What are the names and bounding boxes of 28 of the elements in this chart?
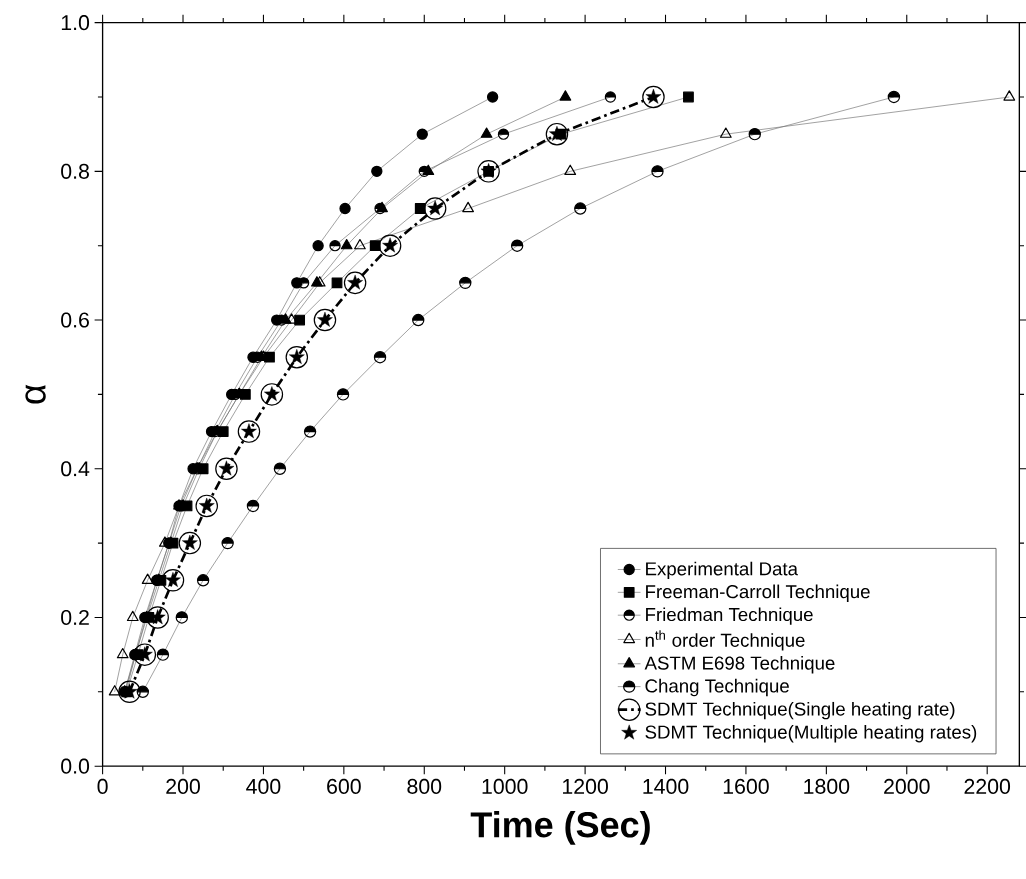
x-tick-label: 400 — [246, 778, 281, 794]
x-tick-label: 1600 — [723, 778, 769, 794]
legend-label: SDMT Technique(Single heating rate) — [645, 701, 955, 720]
legend-label: ASTM E698 Technique — [644, 655, 835, 674]
y-tick-label: 0.6 — [61, 312, 89, 328]
y-tick-label: 0.8 — [61, 163, 89, 179]
x-axis-title: Time (Sec) — [470, 810, 650, 845]
x-tick-label: 2000 — [884, 778, 930, 794]
legend-label: Friedman Technique — [646, 607, 813, 625]
legend-label: Experimental Data — [646, 561, 798, 579]
legend-label: SDMT Technique(Multiple heating rates) — [645, 724, 977, 743]
y-tick-label: 0.0 — [61, 758, 90, 774]
x-tick-label: 2200 — [964, 778, 1011, 794]
x-tick-label: 1000 — [482, 778, 528, 794]
x-tick-label: 200 — [166, 778, 200, 794]
legend-label: Freeman-Carroll Technique — [646, 584, 870, 602]
y-axis-title: α — [25, 384, 46, 404]
legend-label: n$^{th}$ order Technique — [645, 630, 805, 651]
x-tick-label: 600 — [327, 778, 361, 794]
x-tick-label: 1800 — [804, 778, 850, 794]
x-tick-label: 1200 — [563, 778, 608, 794]
y-tick-label: 0.2 — [61, 609, 89, 625]
legend-label: Chang Technique — [645, 678, 789, 697]
y-tick-label: 0.4 — [61, 461, 90, 477]
x-tick-label: 0 — [97, 778, 108, 794]
x-tick-label: 1400 — [643, 778, 689, 794]
y-tick-label: 1.0 — [61, 14, 90, 30]
x-tick-label: 800 — [407, 778, 442, 794]
